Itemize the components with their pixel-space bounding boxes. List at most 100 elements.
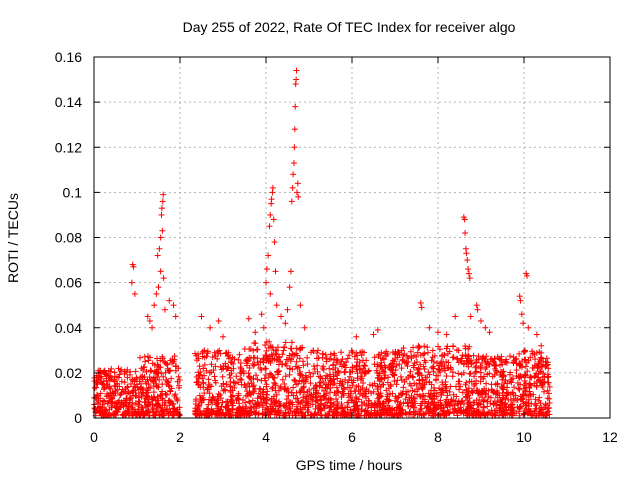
- x-tick-labels: 0 2 4 6 8 10 12: [90, 429, 618, 445]
- data-point: [297, 405, 304, 412]
- data-point: [176, 411, 183, 418]
- data-point: [229, 400, 236, 407]
- data-point: [282, 339, 289, 346]
- data-point: [246, 364, 253, 371]
- x-tick-label: 8: [434, 429, 442, 445]
- data-point: [424, 344, 431, 351]
- data-point: [119, 386, 126, 393]
- data-point: [128, 401, 135, 408]
- data-point: [222, 363, 229, 370]
- data-point: [201, 372, 208, 379]
- y-axis-label: ROTI / TECUs: [5, 193, 21, 283]
- data-point: [304, 354, 311, 361]
- data-point: [147, 367, 154, 374]
- data-point: [149, 412, 156, 419]
- data-point: [116, 397, 123, 404]
- data-point: [237, 375, 244, 382]
- data-point: [247, 399, 254, 406]
- data-point: [161, 358, 168, 365]
- data-point: [293, 189, 300, 196]
- data-point: [132, 368, 139, 375]
- data-point: [281, 344, 288, 351]
- data-point: [546, 395, 553, 402]
- data-point: [204, 405, 211, 412]
- data-point: [285, 388, 292, 395]
- data-point: [118, 366, 125, 373]
- data-point: [91, 378, 98, 385]
- grid-lines: [94, 57, 610, 418]
- data-point: [154, 383, 161, 390]
- data-point: [139, 376, 146, 383]
- data-point: [482, 324, 489, 331]
- data-point: [143, 395, 150, 402]
- data-point: [199, 353, 206, 360]
- data-point: [270, 216, 277, 223]
- data-point: [295, 193, 302, 200]
- data-point: [473, 359, 480, 366]
- data-point: [533, 331, 540, 338]
- data-point: [273, 391, 280, 398]
- data-point: [259, 411, 266, 418]
- data-point: [297, 372, 304, 379]
- data-point: [160, 373, 167, 380]
- data-point: [105, 392, 112, 399]
- data-point: [449, 373, 456, 380]
- data-point: [327, 389, 334, 396]
- data-point: [296, 355, 303, 362]
- data-point: [118, 378, 125, 385]
- data-point: [255, 361, 262, 368]
- data-point: [99, 408, 106, 415]
- data-point: [292, 363, 299, 370]
- data-point: [281, 381, 288, 388]
- data-point: [164, 378, 171, 385]
- data-point: [105, 397, 112, 404]
- data-point: [291, 376, 298, 383]
- data-point: [233, 373, 240, 380]
- data-point: [208, 361, 215, 368]
- data-point: [480, 403, 487, 410]
- data-point: [416, 344, 423, 351]
- data-point: [313, 397, 320, 404]
- data-point: [132, 384, 139, 391]
- data-point: [150, 389, 157, 396]
- data-point: [111, 378, 118, 385]
- y-tick-label: 0.06: [55, 275, 82, 291]
- data-point: [123, 400, 130, 407]
- data-point: [269, 184, 276, 191]
- data-point: [381, 375, 388, 382]
- data-point: [157, 357, 164, 364]
- data-point: [295, 409, 302, 416]
- data-point: [151, 302, 158, 309]
- data-point: [216, 391, 223, 398]
- data-point: [292, 377, 299, 384]
- data-point: [140, 364, 147, 371]
- data-point: [159, 353, 166, 360]
- data-point: [266, 223, 273, 230]
- data-point: [395, 348, 402, 355]
- data-point: [139, 404, 146, 411]
- data-point: [131, 290, 138, 297]
- data-point: [214, 397, 221, 404]
- data-point: [116, 371, 123, 378]
- data-point: [257, 394, 264, 401]
- data-point: [304, 361, 311, 368]
- y-tick-label: 0.04: [55, 320, 82, 336]
- data-point: [167, 399, 174, 406]
- data-point: [107, 385, 114, 392]
- data-point: [146, 374, 153, 381]
- data-point: [286, 371, 293, 378]
- data-point: [159, 198, 166, 205]
- data-point: [271, 356, 278, 363]
- data-point: [246, 373, 253, 380]
- data-point: [217, 350, 224, 357]
- data-point: [225, 365, 232, 372]
- data-point: [228, 393, 235, 400]
- data-point: [103, 372, 110, 379]
- data-point: [201, 390, 208, 397]
- data-point: [253, 372, 260, 379]
- data-point: [158, 205, 165, 212]
- data-point: [196, 392, 203, 399]
- data-point: [140, 367, 147, 374]
- data-point: [145, 357, 152, 364]
- data-point: [525, 324, 532, 331]
